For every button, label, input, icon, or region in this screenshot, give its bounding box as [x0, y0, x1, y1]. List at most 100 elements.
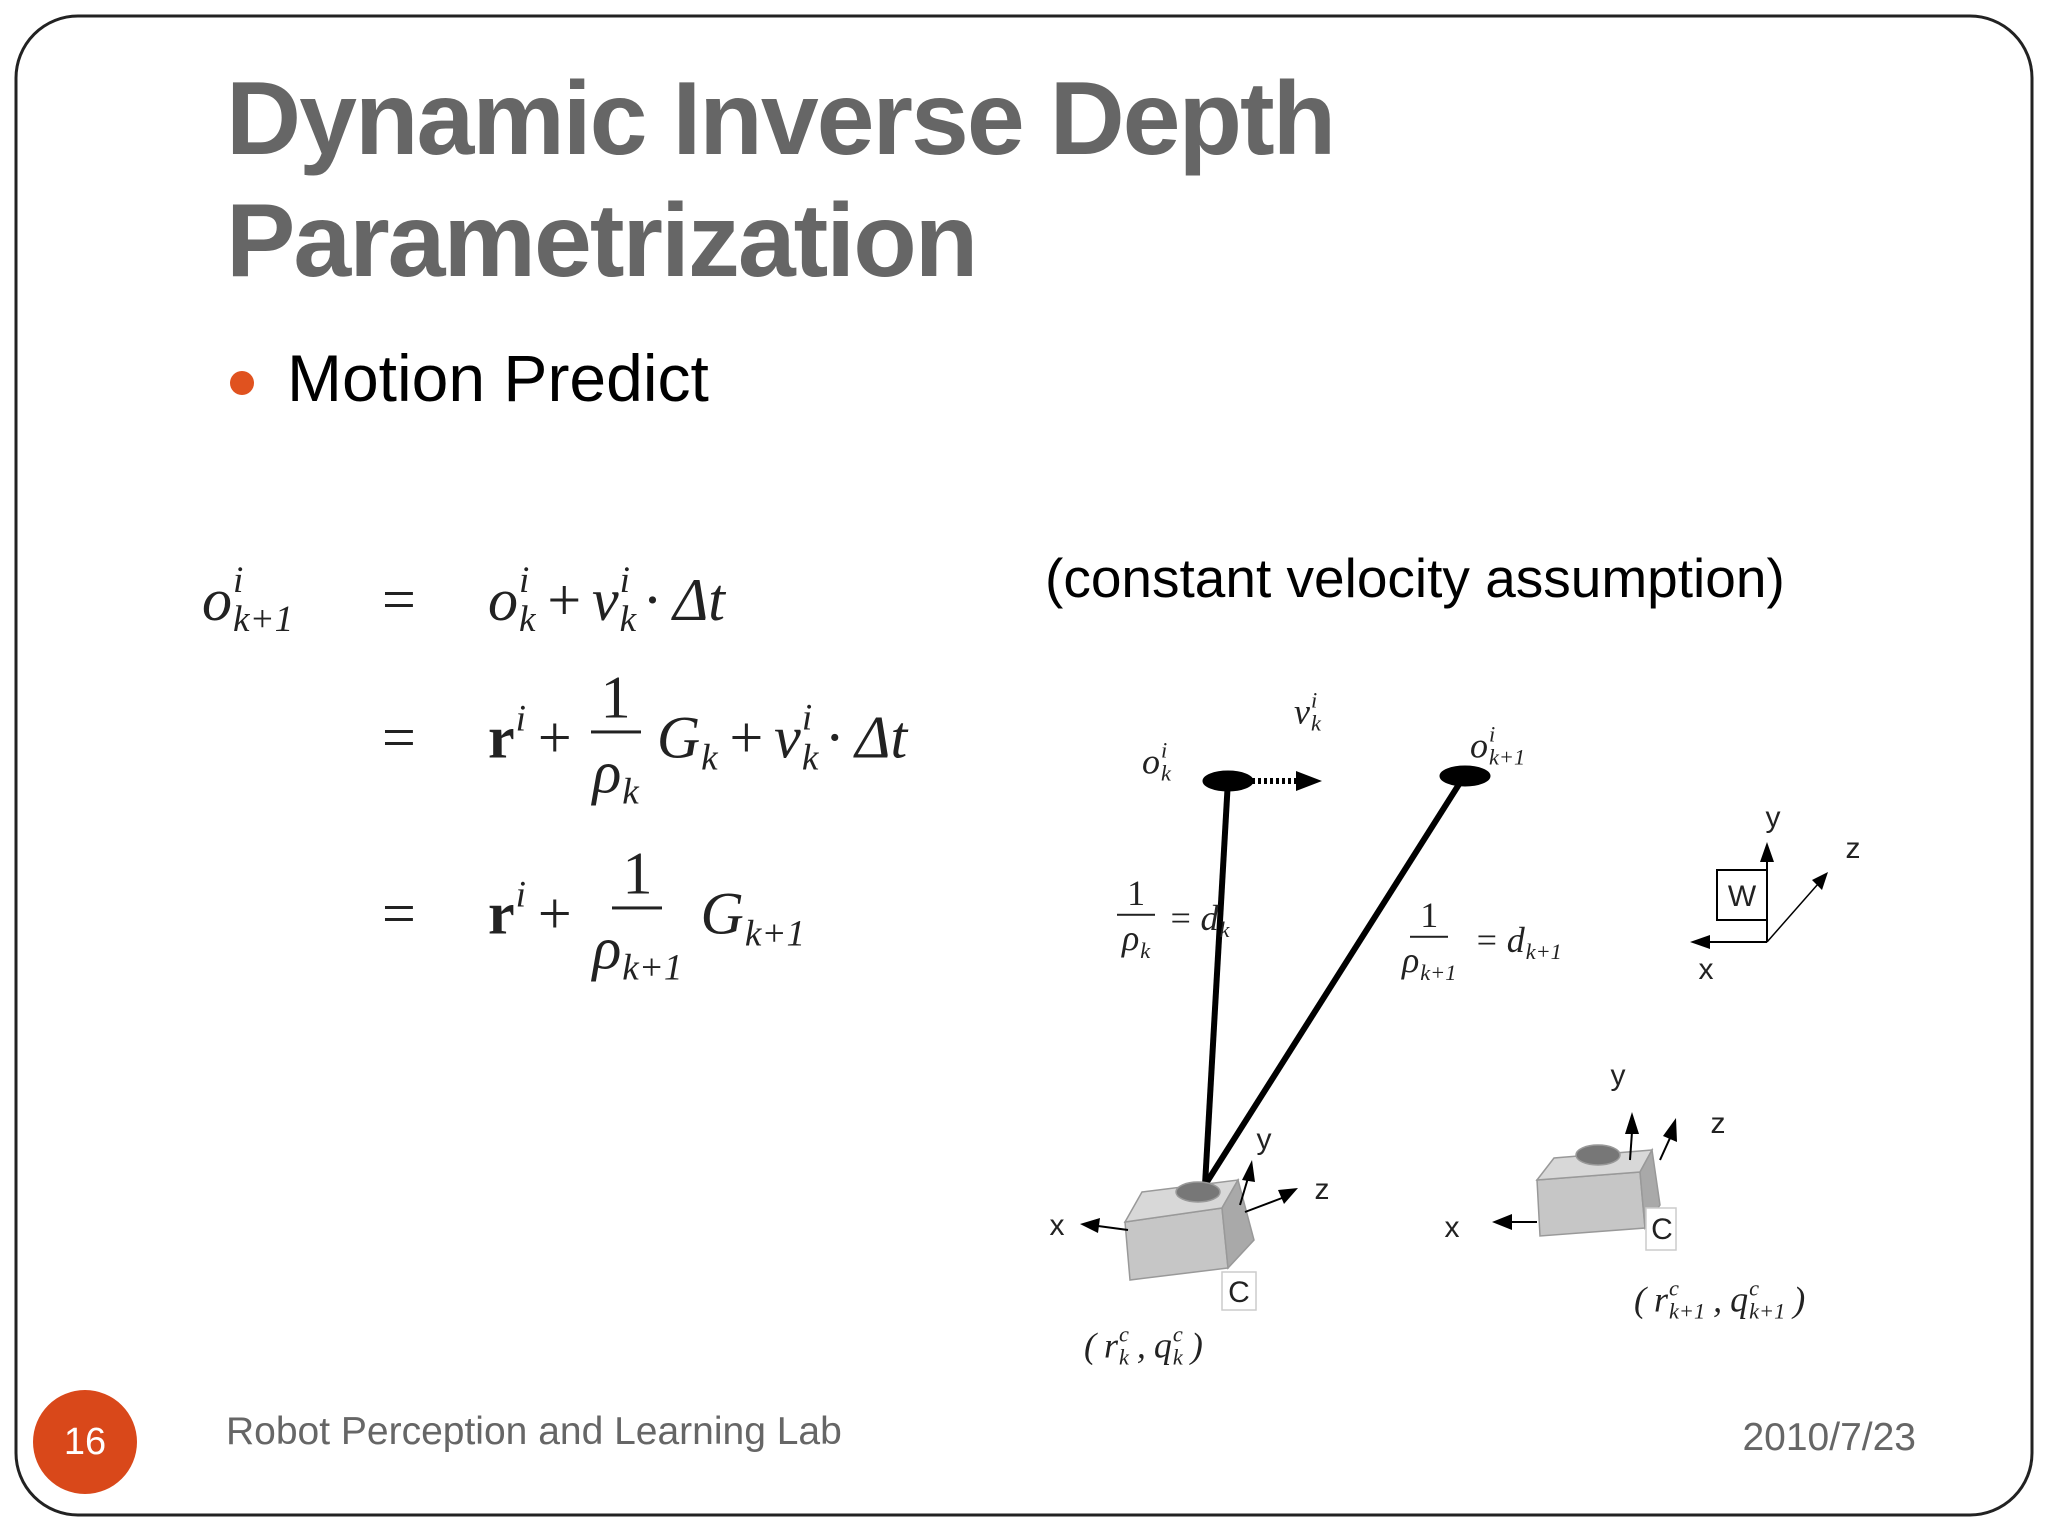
subscript: k	[1119, 1345, 1129, 1370]
math-token: (	[1084, 1325, 1096, 1367]
scripts: k+1	[745, 875, 805, 953]
symbol: v	[774, 704, 801, 771]
note: (constant velocity assumption)	[1045, 547, 1785, 609]
axis-label: z	[1314, 1173, 1330, 1206]
symbol: v	[1294, 692, 1310, 732]
math-token: =	[1168, 897, 1192, 939]
math-token: )	[1191, 1325, 1203, 1367]
footer-date: 2010/7/23	[1742, 1416, 1916, 1459]
spacer	[701, 699, 718, 738]
symbol: ρ	[592, 915, 622, 982]
symbol: r	[488, 880, 515, 947]
axis-label: x	[1444, 1211, 1460, 1244]
symbol: +	[543, 566, 585, 633]
page-number: 16	[33, 1390, 137, 1494]
subscript: k	[519, 599, 536, 640]
symbol: o	[1142, 742, 1160, 782]
arrowhead	[1812, 872, 1828, 890]
subscript: k	[801, 736, 819, 778]
math-token: d k+1	[1507, 917, 1562, 963]
superscript: i	[515, 873, 526, 915]
scripts: i k+1	[1489, 721, 1525, 769]
numerator: 1	[1117, 873, 1156, 916]
axis-label: x	[1049, 1209, 1065, 1242]
math-token: ,	[1713, 1279, 1722, 1321]
diagram-label: 1 ρ k = d k	[1108, 873, 1233, 963]
equation-rhs: o i k + v i k · Δt	[484, 561, 729, 639]
arrowhead	[1278, 1188, 1298, 1204]
math-token: +	[726, 703, 767, 772]
symbol: =	[1474, 920, 1499, 960]
symbol: · Δt	[826, 704, 908, 771]
symbol: (	[1634, 1280, 1646, 1320]
superscript: c	[1119, 1321, 1129, 1347]
symbol: r	[488, 704, 515, 771]
subscript: k	[1161, 761, 1171, 786]
subscript: k+1	[1420, 959, 1457, 985]
diagram-label: (r c k, q c k)	[1080, 1321, 1207, 1370]
symbol: ,	[1136, 1326, 1146, 1366]
cam-k-x	[1097, 1225, 1129, 1231]
slide-frame	[14, 14, 2034, 1517]
equals: =	[382, 704, 416, 771]
bullet-text: Motion Predict	[287, 341, 709, 415]
diagram-label: 1 ρ k+1 = d k+1	[1388, 895, 1566, 984]
subscript: k	[701, 736, 718, 778]
camera-k1	[1535, 1144, 1677, 1251]
world-z	[1766, 883, 1819, 943]
cam-k1-y	[1629, 1131, 1633, 1161]
superscript: i	[1310, 687, 1318, 713]
axis-label: W	[1727, 880, 1757, 913]
superscript: c	[1172, 1321, 1183, 1347]
superscript: i	[1161, 737, 1168, 763]
cam-k1-z	[1659, 1137, 1671, 1161]
superscript: c	[1669, 1275, 1679, 1301]
symbol: G	[656, 704, 701, 771]
symbol: d	[1200, 898, 1219, 938]
axis-label: z	[1710, 1107, 1726, 1140]
scripts: k+1	[1420, 937, 1456, 984]
scripts: k	[622, 733, 639, 811]
diagram	[1080, 765, 1828, 1311]
symbol: ρ	[592, 739, 622, 806]
symbol: · Δt	[644, 566, 725, 633]
symbol: o	[488, 566, 518, 633]
footer-lab: Robot Perception and Learning Lab	[226, 1410, 842, 1453]
math-token: q c k+1	[1730, 1276, 1785, 1323]
spacer	[1219, 895, 1229, 918]
scripts: i	[516, 875, 526, 953]
math-token: o i k+1	[1470, 721, 1525, 769]
symbol: +	[533, 880, 575, 947]
fraction: 1 ρ k+1	[1394, 895, 1464, 984]
scripts: c k+1	[1669, 1275, 1705, 1323]
math-token: =	[1474, 919, 1498, 961]
scripts: k+1	[622, 909, 682, 987]
axis-label: z	[1845, 832, 1861, 865]
bullet-dot	[230, 371, 254, 395]
camera-k	[1123, 1178, 1257, 1311]
math-token: ,	[1137, 1325, 1146, 1367]
superscript: i	[1489, 721, 1496, 747]
cam-k-z	[1244, 1197, 1283, 1213]
math-token: +	[544, 566, 585, 635]
ray-k1	[1202, 776, 1466, 1187]
subscript: k	[1310, 711, 1321, 736]
math-token: (	[1634, 1279, 1646, 1321]
subscript: k	[1140, 937, 1151, 963]
